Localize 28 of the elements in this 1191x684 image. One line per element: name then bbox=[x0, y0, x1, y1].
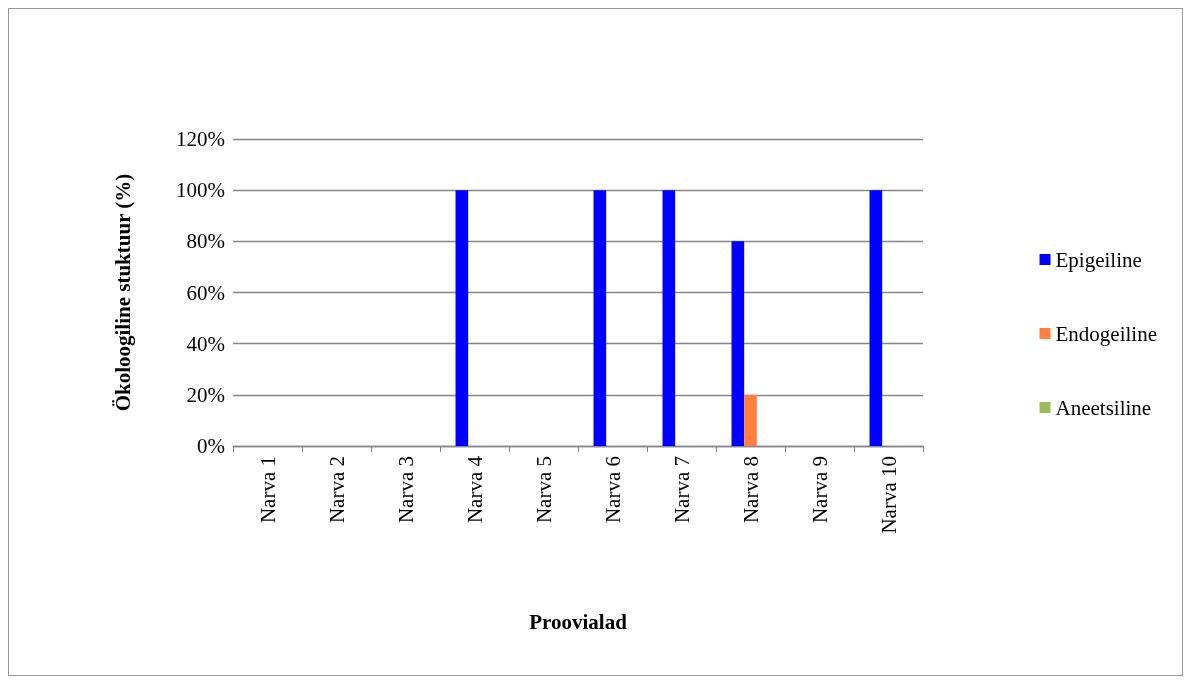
x-tick-label: Narva 8 bbox=[738, 456, 763, 524]
bar bbox=[662, 190, 676, 446]
x-tick-label: Narva 3 bbox=[393, 456, 418, 524]
bar bbox=[731, 241, 745, 446]
bar bbox=[869, 190, 883, 446]
bar bbox=[744, 394, 757, 446]
x-tick-label: Narva 5 bbox=[531, 456, 556, 524]
x-tick-label: Narva 9 bbox=[807, 456, 832, 524]
bar bbox=[455, 190, 469, 446]
y-tick-label: 20% bbox=[186, 382, 225, 407]
x-tick-label: Narva 2 bbox=[324, 456, 349, 524]
x-tick-label: Narva 6 bbox=[600, 456, 625, 524]
x-tick-label: Narva 7 bbox=[669, 456, 694, 524]
y-tick-label: 100% bbox=[176, 178, 225, 203]
legend-label: Aneetsiline bbox=[1055, 395, 1152, 420]
x-tick-label: Narva 4 bbox=[462, 455, 487, 524]
y-tick-label: 40% bbox=[186, 331, 225, 356]
bar bbox=[593, 190, 607, 446]
y-tick-label: 80% bbox=[186, 229, 225, 254]
x-tick-label: Narva 1 bbox=[255, 456, 280, 524]
legend-label: Epigeiline bbox=[1055, 247, 1142, 272]
y-tick-label: 60% bbox=[186, 280, 225, 305]
y-tick-label: 0% bbox=[197, 434, 225, 458]
y-axis-title: Ökoloogiline stuktuur (%) bbox=[110, 173, 135, 412]
legend-label: Endogeiline bbox=[1055, 321, 1158, 346]
x-tick-label: Narva 10 bbox=[876, 456, 901, 534]
x-axis-title: Proovialad bbox=[529, 609, 628, 634]
y-tick-label: 120% bbox=[176, 127, 225, 151]
